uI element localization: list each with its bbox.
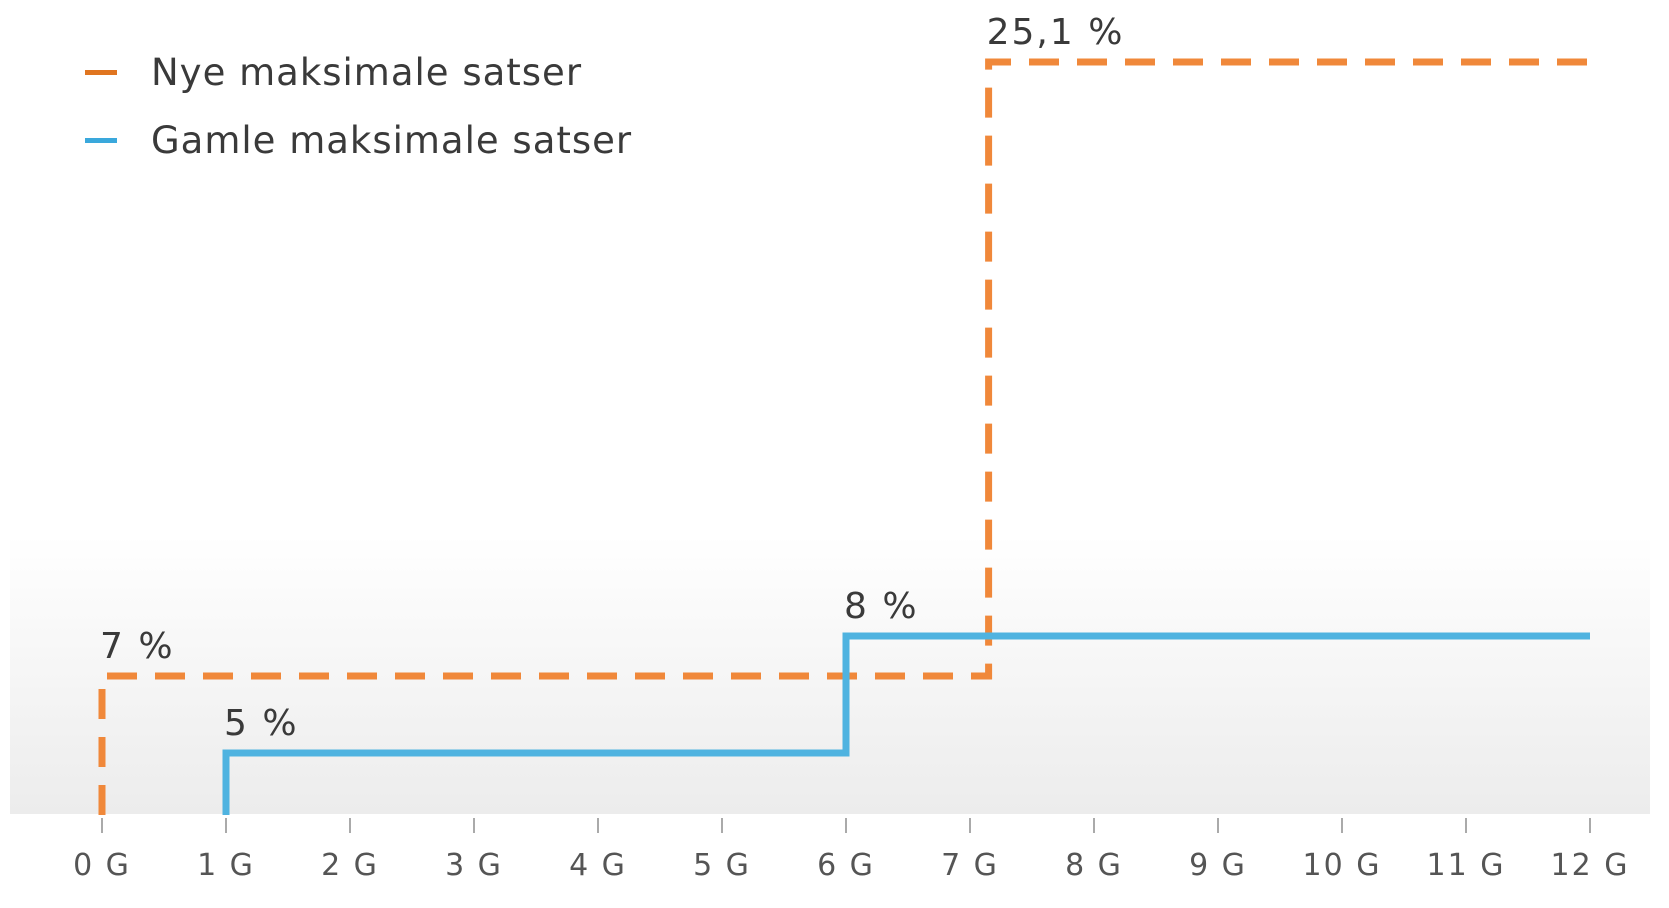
x-tick-label-7: 7 G — [941, 848, 999, 883]
x-tick-label-4: 4 G — [569, 848, 627, 883]
series-line-0 — [98, 58, 1590, 815]
x-tick-label-0: 0 G — [73, 848, 131, 883]
x-tick-label-3: 3 G — [445, 848, 503, 883]
x-tick-label-11: 11 G — [1427, 848, 1506, 883]
x-tick-label-9: 9 G — [1189, 848, 1247, 883]
legend-swatch-gamle — [85, 137, 117, 143]
legend-item-nye: Nye maksimale satser — [85, 38, 632, 106]
x-tick-label-1: 1 G — [197, 848, 255, 883]
legend-item-gamle: Gamle maksimale satser — [85, 106, 632, 174]
x-tick-label-5: 5 G — [693, 848, 751, 883]
series-line-1 — [222, 632, 1590, 815]
data-label-0: 7 % — [100, 626, 175, 667]
x-tick-label-12: 12 G — [1551, 848, 1630, 883]
data-label-3: 25,1 % — [987, 12, 1125, 53]
data-label-1: 5 % — [224, 703, 299, 744]
x-tick-label-10: 10 G — [1303, 848, 1382, 883]
data-labels: 7 % 5 % 8 % 25,1 % — [100, 12, 1125, 744]
series-layer — [98, 58, 1590, 815]
data-label-2: 8 % — [844, 586, 919, 627]
legend-label-gamle: Gamle maksimale satser — [151, 118, 633, 162]
x-tick-label-2: 2 G — [321, 848, 379, 883]
x-axis-ticks: 0 G 1 G 2 G 3 G 4 G 5 G 6 G 7 G 8 G 9 G 10 G 11 G 12… — [73, 818, 1630, 883]
legend-label-nye: Nye maksimale satser — [151, 50, 583, 94]
legend-swatch-nye — [85, 69, 117, 75]
x-tick-label-6: 6 G — [817, 848, 875, 883]
legend: Nye maksimale satser Gamle maksimale sat… — [85, 38, 632, 174]
x-tick-label-8: 8 G — [1065, 848, 1123, 883]
